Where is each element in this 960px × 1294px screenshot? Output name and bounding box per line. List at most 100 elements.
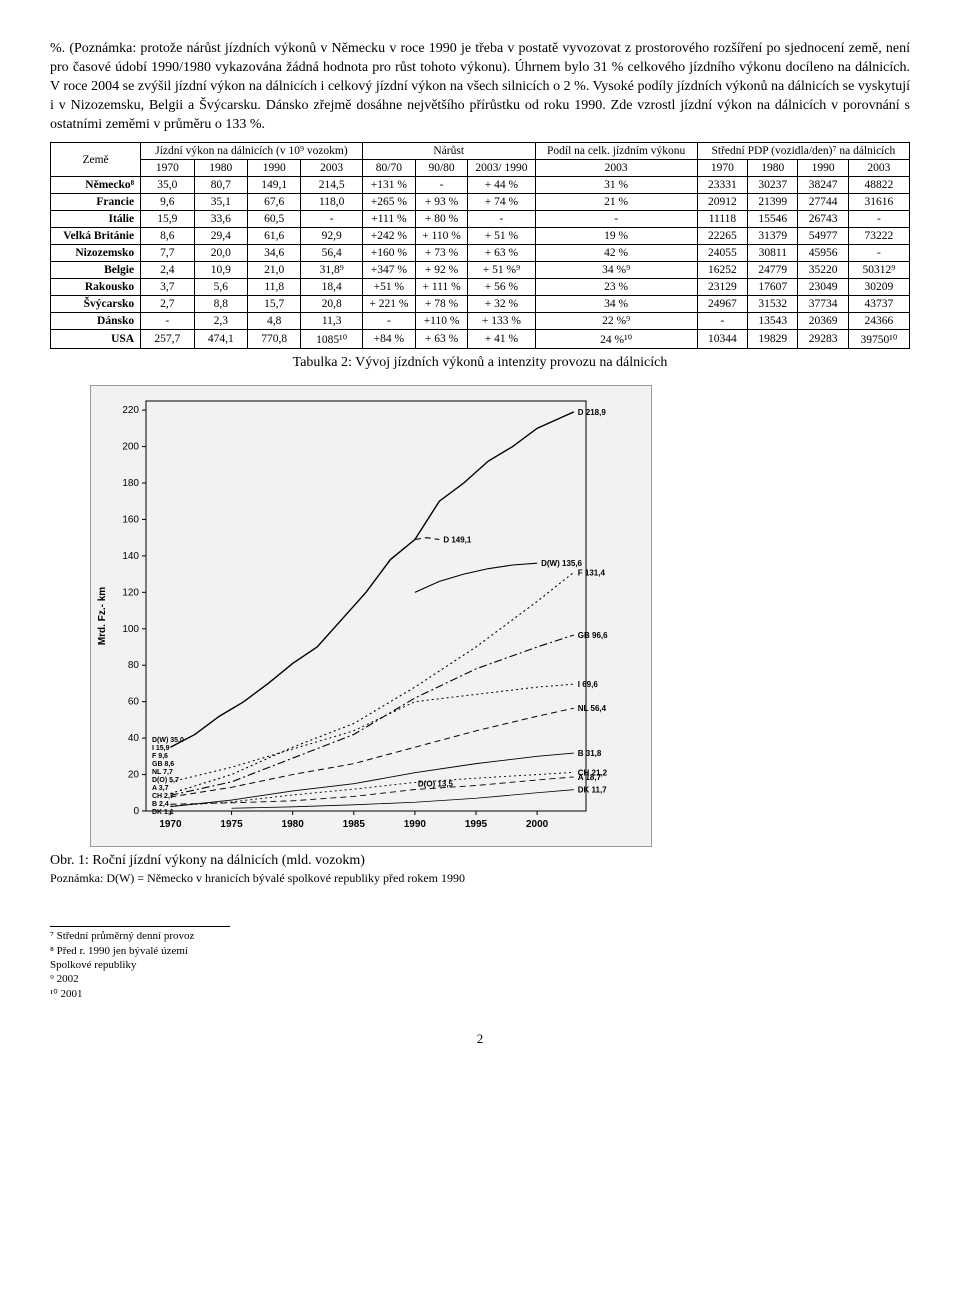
cell: 214,5 — [301, 177, 362, 194]
cell: 37734 — [798, 296, 848, 313]
cell: 8,6 — [141, 228, 194, 245]
cell: 29283 — [798, 330, 848, 349]
cell: 45956 — [798, 245, 848, 262]
cell: - — [468, 211, 535, 228]
cell: 35,0 — [141, 177, 194, 194]
cell: 22265 — [697, 228, 747, 245]
cell: 31532 — [748, 296, 798, 313]
cell: 7,7 — [141, 245, 194, 262]
cell: + 44 % — [468, 177, 535, 194]
row-country: USA — [51, 330, 141, 349]
cell: 34 % — [535, 296, 697, 313]
cell: +347 % — [362, 262, 415, 279]
svg-text:2000: 2000 — [526, 819, 549, 830]
cell: 2,7 — [141, 296, 194, 313]
cell: +51 % — [362, 279, 415, 296]
cell: 61,6 — [248, 228, 301, 245]
cell: 20912 — [697, 194, 747, 211]
svg-text:20: 20 — [128, 770, 140, 781]
table-row: USA257,7474,1770,81085¹⁰+84 %+ 63 %+ 41 … — [51, 330, 910, 349]
cell: 67,6 — [248, 194, 301, 211]
svg-text:1970: 1970 — [159, 819, 182, 830]
cell: 27744 — [798, 194, 848, 211]
cell: 23049 — [798, 279, 848, 296]
row-country: Francie — [51, 194, 141, 211]
svg-text:120: 120 — [122, 588, 139, 599]
cell: - — [535, 211, 697, 228]
cell: +265 % — [362, 194, 415, 211]
cell: 24366 — [848, 313, 909, 330]
svg-text:A 18,7: A 18,7 — [578, 773, 602, 782]
cell: +84 % — [362, 330, 415, 349]
cell: + 78 % — [415, 296, 467, 313]
cell: 24055 — [697, 245, 747, 262]
cell: 474,1 — [194, 330, 247, 349]
th-sub: 2003 — [535, 160, 697, 177]
cell: 770,8 — [248, 330, 301, 349]
cell: 15,7 — [248, 296, 301, 313]
figure-note: Poznámka: D(W) = Německo v hranicích býv… — [50, 871, 910, 886]
footnote: ⁹ 2002 — [50, 972, 230, 986]
svg-text:I 69,6: I 69,6 — [578, 681, 599, 690]
cell: 257,7 — [141, 330, 194, 349]
cell: + 111 % — [415, 279, 467, 296]
cell: 29,4 — [194, 228, 247, 245]
th-sub: 2003/ 1990 — [468, 160, 535, 177]
cell: 35220 — [798, 262, 848, 279]
cell: 13543 — [748, 313, 798, 330]
row-country: Velká Británie — [51, 228, 141, 245]
svg-text:160: 160 — [122, 515, 139, 526]
svg-text:0: 0 — [133, 806, 139, 817]
svg-text:NL 7,7: NL 7,7 — [152, 769, 173, 776]
th-sub: 2003 — [848, 160, 909, 177]
cell: 23 % — [535, 279, 697, 296]
th-group2: Nárůst — [362, 143, 535, 160]
cell: 23129 — [697, 279, 747, 296]
th-country: Země — [51, 143, 141, 177]
th-sub: 1990 — [248, 160, 301, 177]
cell: + 133 % — [468, 313, 535, 330]
cell: 15,9 — [141, 211, 194, 228]
page-number: 2 — [50, 1031, 910, 1047]
cell: + 73 % — [415, 245, 467, 262]
svg-text:D(O) 5,7: D(O) 5,7 — [152, 777, 179, 784]
cell: + 74 % — [468, 194, 535, 211]
cell: 11118 — [697, 211, 747, 228]
svg-text:D(O) 13,5: D(O) 13,5 — [418, 780, 454, 789]
cell: + 93 % — [415, 194, 467, 211]
cell: 4,8 — [248, 313, 301, 330]
svg-text:CH 2,7: CH 2,7 — [152, 793, 174, 800]
table-row: Belgie2,410,921,031,8⁹+347 %+ 92 %+ 51 %… — [51, 262, 910, 279]
cell: + 221 % — [362, 296, 415, 313]
cell: 38247 — [798, 177, 848, 194]
cell: + 56 % — [468, 279, 535, 296]
cell: 34,6 — [248, 245, 301, 262]
cell: 43737 — [848, 296, 909, 313]
table-row: Itálie15,933,660,5-+111 %+ 80 %--1111815… — [51, 211, 910, 228]
cell: 19 % — [535, 228, 697, 245]
cell: 24 %¹⁰ — [535, 330, 697, 349]
cell: - — [301, 211, 362, 228]
svg-text:GB 96,6: GB 96,6 — [578, 631, 608, 640]
svg-text:1990: 1990 — [404, 819, 427, 830]
row-country: Itálie — [51, 211, 141, 228]
table-row: Rakousko3,75,611,818,4+51 %+ 111 %+ 56 %… — [51, 279, 910, 296]
cell: +110 % — [415, 313, 467, 330]
cell: + 80 % — [415, 211, 467, 228]
svg-text:F 9,6: F 9,6 — [152, 753, 168, 760]
cell: 1085¹⁰ — [301, 330, 362, 349]
svg-text:100: 100 — [122, 624, 139, 635]
cell: + 63 % — [415, 330, 467, 349]
cell: 30811 — [748, 245, 798, 262]
table-caption: Tabulka 2: Vývoj jízdních výkonů a inten… — [50, 355, 910, 371]
svg-text:40: 40 — [128, 734, 140, 745]
cell: 24779 — [748, 262, 798, 279]
footnote: ¹⁰ 2001 — [50, 987, 230, 1001]
row-country: Dánsko — [51, 313, 141, 330]
cell: +111 % — [362, 211, 415, 228]
cell: + 51 %⁹ — [468, 262, 535, 279]
cell: +131 % — [362, 177, 415, 194]
cell: 3,7 — [141, 279, 194, 296]
cell: 118,0 — [301, 194, 362, 211]
svg-text:DK 11,7: DK 11,7 — [578, 786, 607, 795]
